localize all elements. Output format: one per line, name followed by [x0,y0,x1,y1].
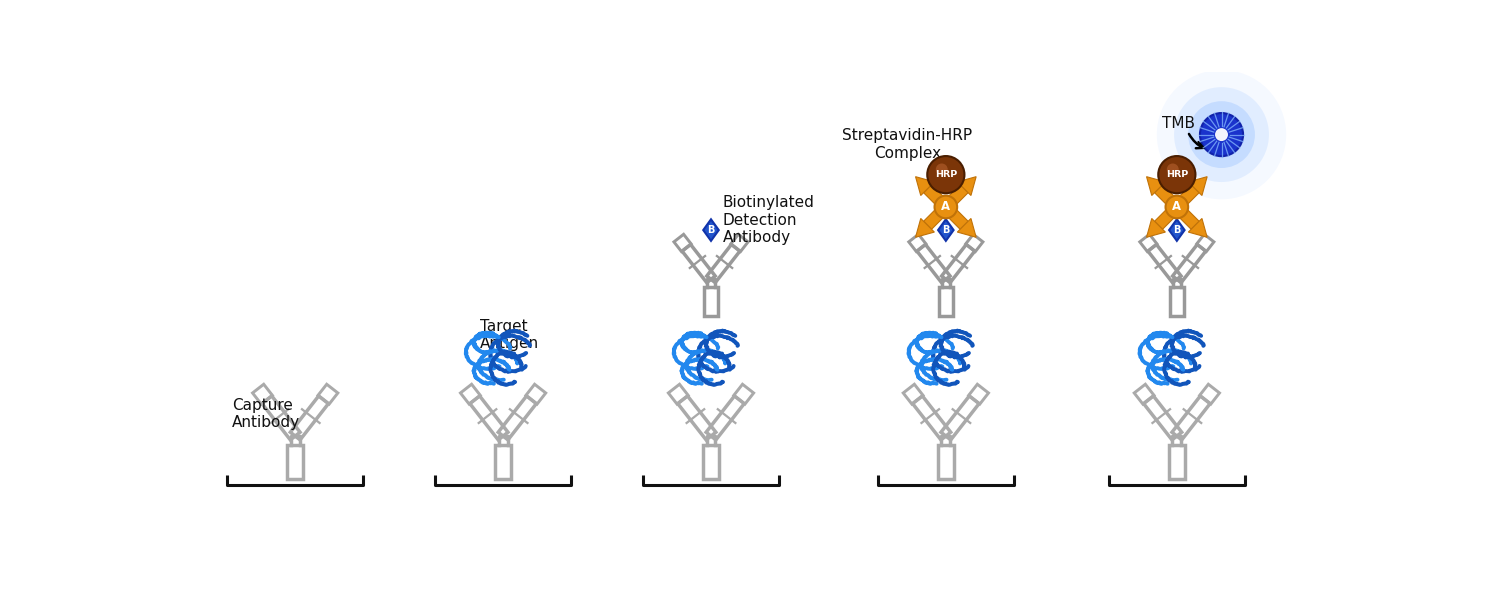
Polygon shape [924,206,946,229]
Circle shape [1166,196,1188,218]
Polygon shape [1155,185,1178,208]
Circle shape [1174,87,1269,182]
Text: B: B [942,225,950,235]
Text: A: A [1173,200,1182,214]
Circle shape [1167,163,1179,175]
Polygon shape [1176,185,1198,208]
Circle shape [927,156,964,193]
Bar [495,445,512,479]
Polygon shape [1146,218,1166,237]
Polygon shape [704,220,718,241]
Text: Biotinylated
Detection
Antibody: Biotinylated Detection Antibody [723,196,815,245]
Polygon shape [938,220,954,241]
Circle shape [1188,101,1256,168]
Polygon shape [945,206,968,229]
Circle shape [1158,156,1196,193]
Bar [1168,445,1185,479]
Polygon shape [1188,176,1208,196]
Text: HRP: HRP [934,170,957,179]
Text: B: B [1173,225,1180,235]
Polygon shape [957,218,976,237]
Text: Streptavidin-HRP
Complex: Streptavidin-HRP Complex [843,128,972,161]
Circle shape [934,196,957,218]
Polygon shape [915,218,934,237]
Circle shape [1215,128,1228,141]
Bar [704,287,718,316]
Polygon shape [1188,218,1208,237]
Text: TMB: TMB [1162,116,1196,131]
Circle shape [1200,113,1243,156]
Text: Capture
Antibody: Capture Antibody [232,398,300,430]
Text: B: B [708,225,714,235]
Polygon shape [1176,206,1198,229]
Polygon shape [1146,176,1166,196]
Bar [938,445,954,479]
Polygon shape [1168,220,1185,241]
Polygon shape [957,176,976,196]
Text: A: A [942,200,951,214]
Bar [704,445,718,479]
Polygon shape [924,185,946,208]
Circle shape [1156,70,1286,199]
Circle shape [936,163,948,175]
Polygon shape [1155,206,1178,229]
Polygon shape [915,176,934,196]
Text: Target
Antigen: Target Antigen [480,319,538,351]
Polygon shape [945,185,968,208]
Bar [286,445,303,479]
Bar [939,287,952,316]
Text: HRP: HRP [1166,170,1188,179]
Bar [1170,287,1184,316]
